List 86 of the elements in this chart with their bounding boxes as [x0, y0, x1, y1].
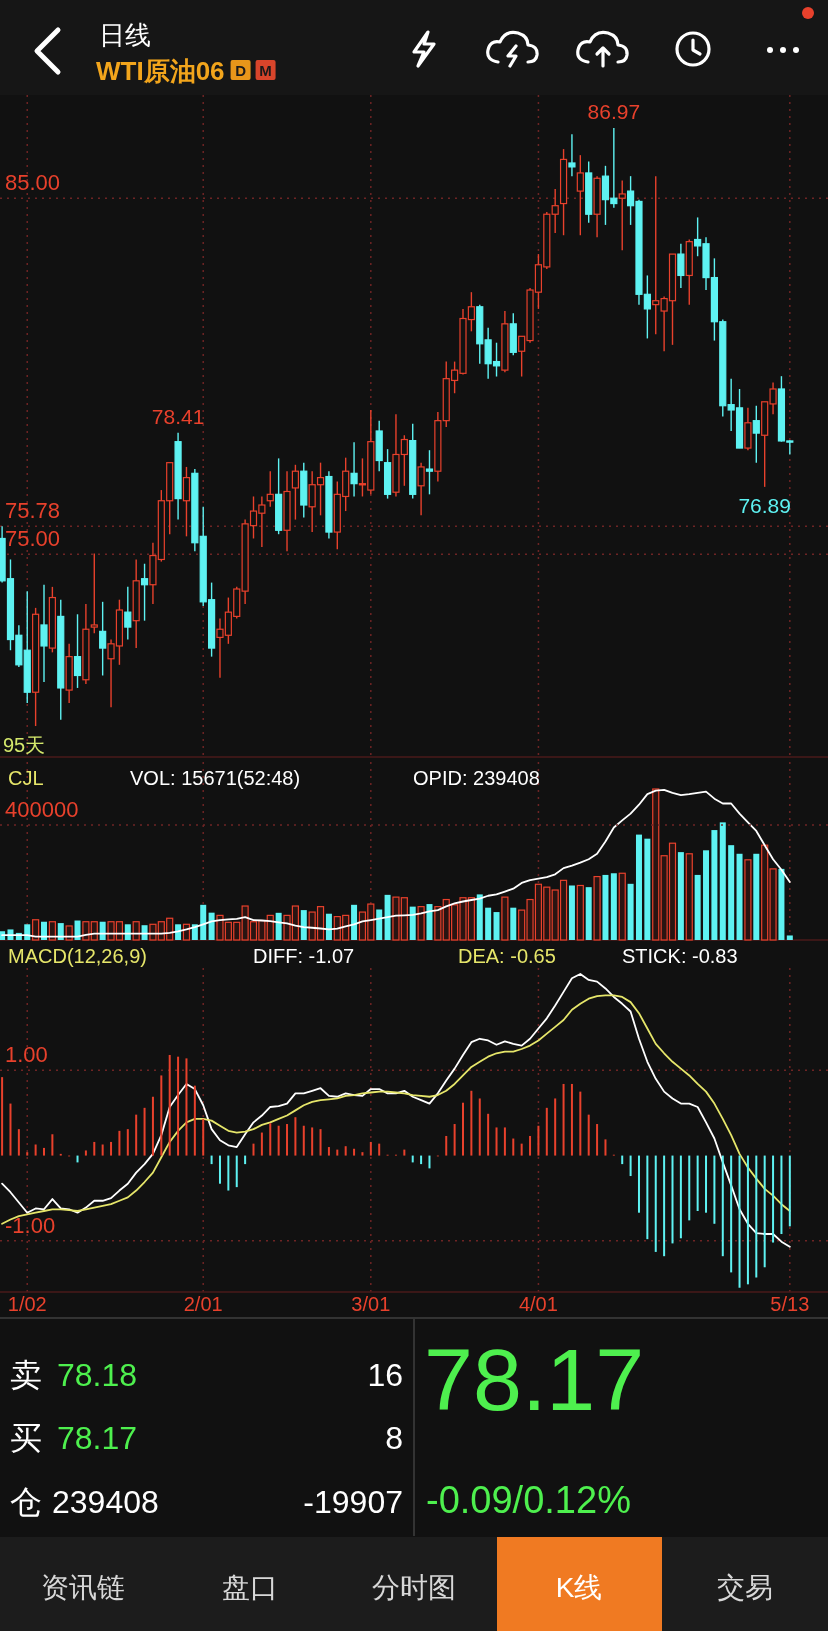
- y-tick-label: 85.00: [5, 170, 61, 196]
- text: 分时图: [372, 1572, 456, 1603]
- bar: [510, 907, 517, 940]
- bar: [644, 838, 651, 940]
- x-tick-label: 4/01: [518, 1293, 558, 1315]
- y-tick-label: 75.78: [5, 498, 61, 524]
- bar: [200, 904, 207, 940]
- text: M: [259, 62, 272, 79]
- bar: [476, 894, 483, 940]
- bar: [32, 919, 40, 941]
- bar: [610, 873, 617, 940]
- bar: [417, 906, 425, 941]
- text: DEA: -0.65: [458, 945, 556, 967]
- x-tick-label: 1/02: [7, 1293, 47, 1315]
- text: 8: [385, 1420, 403, 1456]
- text: -0.09/0.12%: [426, 1479, 631, 1521]
- bar: [694, 874, 701, 940]
- text: 卖: [10, 1357, 42, 1393]
- text: 78.17: [424, 1330, 645, 1429]
- annotation: 95天: [3, 734, 46, 756]
- bar: [585, 887, 592, 940]
- x-tick-label: 5/13: [770, 1293, 810, 1315]
- text: 78.17: [57, 1420, 138, 1456]
- y-tick-label: 1.00: [5, 1042, 48, 1068]
- bar: [376, 909, 383, 940]
- bar: [568, 885, 575, 940]
- bar: [501, 896, 509, 941]
- chart-title: MACD(12,26,9): [8, 945, 147, 967]
- bar: [275, 912, 282, 940]
- text: 日线: [99, 20, 151, 50]
- bar: [208, 912, 215, 940]
- text: STICK: -0.83: [622, 945, 738, 967]
- text: WTI原油06: [96, 56, 225, 86]
- chart-title: CJL: [8, 767, 44, 789]
- bar: [485, 907, 492, 940]
- text: 买: [10, 1420, 42, 1456]
- bar: [719, 822, 726, 940]
- text: 仓: [10, 1484, 42, 1520]
- text: 资讯链: [41, 1572, 125, 1603]
- bar: [685, 853, 693, 941]
- bar: [65, 925, 73, 941]
- bar: [602, 874, 609, 940]
- text: -19907: [303, 1484, 403, 1520]
- text: DIFF: -1.07: [253, 945, 355, 967]
- bar: [618, 872, 626, 941]
- bar: [384, 894, 391, 940]
- bar: [325, 913, 332, 940]
- bar: [493, 912, 500, 940]
- bar: [41, 921, 47, 940]
- text: 盘口: [222, 1572, 278, 1603]
- bar: [677, 852, 684, 940]
- annotation: 76.89: [738, 493, 791, 517]
- bar: [635, 834, 642, 940]
- annotation: 78.41: [151, 404, 205, 428]
- text: 78.18: [57, 1357, 138, 1393]
- text: 16: [367, 1357, 403, 1393]
- y-tick-label: -1.00: [5, 1212, 56, 1238]
- bar: [736, 853, 743, 940]
- bar: [300, 910, 307, 940]
- text: K线: [555, 1572, 603, 1603]
- bar: [409, 906, 416, 940]
- bar: [728, 845, 735, 940]
- bar: [753, 853, 760, 940]
- y-tick-label: 75.00: [5, 526, 61, 552]
- annotation: VOL: 15671(52:48): [130, 767, 301, 789]
- bar: [711, 830, 718, 940]
- bar: [576, 884, 584, 941]
- bar: [627, 883, 634, 940]
- text: 交易: [717, 1572, 773, 1603]
- annotation: OPID: 239408: [413, 767, 540, 789]
- bar: [74, 920, 81, 940]
- x-tick-label: 2/01: [183, 1293, 223, 1315]
- bar: [426, 904, 433, 940]
- bar: [744, 859, 752, 941]
- x-tick-label: 3/01: [351, 1293, 391, 1315]
- bar: [786, 935, 793, 940]
- bar: [57, 923, 64, 940]
- text: 239408: [52, 1484, 159, 1520]
- annotation: 86.97: [587, 100, 641, 124]
- bar: [593, 875, 601, 941]
- bar: [48, 921, 56, 941]
- bar: [778, 868, 785, 940]
- bar: [703, 850, 710, 940]
- bar: [351, 904, 358, 940]
- text: D: [235, 62, 247, 79]
- annotation: 400000: [5, 797, 79, 822]
